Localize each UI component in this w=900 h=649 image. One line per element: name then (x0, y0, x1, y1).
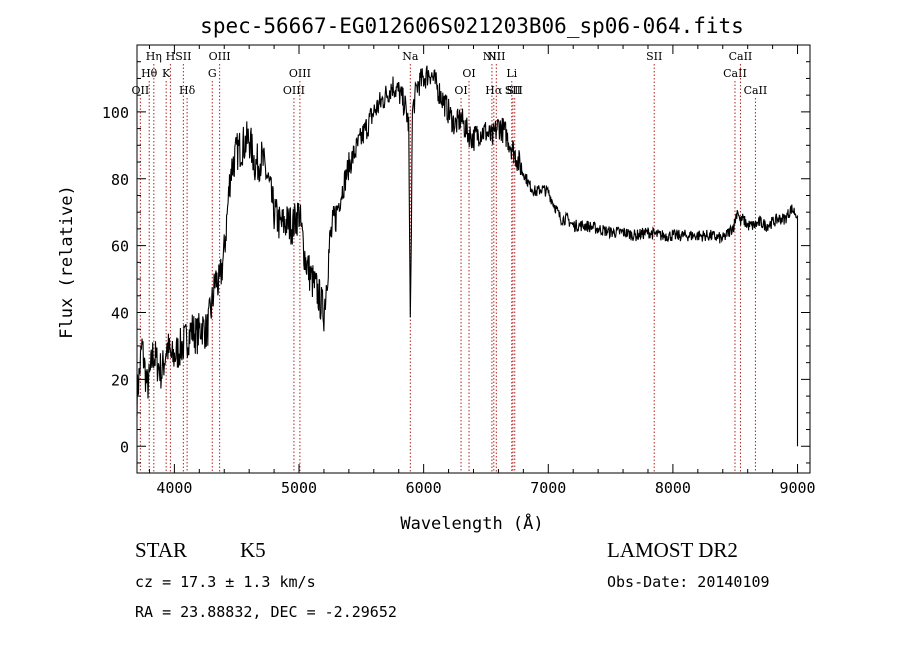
spectral-line-label: OII (132, 84, 150, 97)
spectral-line-label: SII (505, 84, 521, 97)
spectral-line-label: Hδ (179, 84, 196, 97)
y-tick-label: 40 (111, 305, 129, 323)
y-tick-label: 20 (111, 371, 129, 389)
spectrum-series-line (136, 65, 799, 447)
plot-frame (136, 44, 811, 474)
redshift-cz: cz = 17.3 ± 1.3 km/s (135, 573, 316, 591)
spectral-line-label: CaII (729, 50, 753, 63)
obs-date: Obs-Date: 20140109 (607, 573, 770, 591)
spectral-line-label: SII (175, 50, 191, 63)
spectral-line-label: Hθ (141, 67, 158, 80)
spectral-line-label: K (162, 67, 171, 80)
y-tick-label: 60 (111, 238, 129, 256)
x-tick-label: 5000 (281, 479, 317, 497)
spectral-line-label: OIII (283, 84, 305, 97)
x-tick-label: 7000 (530, 479, 566, 497)
spectral-line-label: H (166, 50, 176, 63)
coordinates: RA = 23.88832, DEC = -2.29652 (135, 603, 397, 621)
axis-ticks: 4000 5000 6000 7000 8000 9000 0 20 40 60 80 100 (102, 45, 816, 497)
star-subclass: K5 (240, 538, 266, 562)
spectral-line-label: CaII (744, 84, 768, 97)
y-tick-label: 80 (111, 171, 129, 189)
x-tick-label: 9000 (779, 479, 815, 497)
y-tick-label: 100 (102, 104, 129, 122)
spectral-line-label: OI (462, 67, 475, 80)
spectral-line-label: SII (646, 50, 662, 63)
spectral-line-label: NII (487, 50, 505, 63)
x-tick-label: 4000 (156, 479, 192, 497)
y-axis-label: Flux (relative) (57, 185, 77, 339)
spectral-line-label: Hα (485, 84, 503, 97)
x-tick-label: 6000 (406, 479, 442, 497)
survey-label: LAMOST DR2 (607, 538, 738, 562)
chart-title: spec-56667-EG012606S021203B06_sp06-064.f… (200, 14, 744, 38)
spectral-line-label: G (208, 67, 217, 80)
spectral-line-label: OIII (209, 50, 231, 63)
star-class: STAR (135, 538, 187, 562)
x-tick-label: 8000 (655, 479, 691, 497)
x-axis-label: Wavelength (Å) (400, 512, 543, 534)
spectral-line-label: Na (402, 50, 419, 63)
spectral-line-label: SII (507, 84, 523, 97)
spectral-line-label: Li (506, 67, 517, 80)
spectral-line-label: Hη (146, 50, 162, 63)
spectral-line-label: CaII (723, 67, 747, 80)
spectral-line-label: OIII (289, 67, 311, 80)
spectral-line-label: NII (483, 50, 501, 63)
spectral-line-label: OI (454, 84, 467, 97)
y-tick-label: 0 (120, 438, 129, 456)
